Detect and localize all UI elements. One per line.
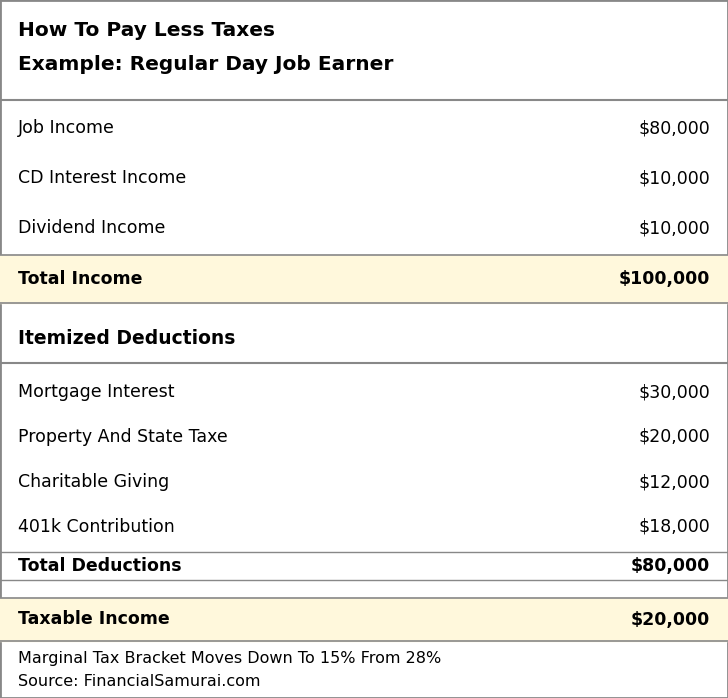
Text: Total Deductions: Total Deductions bbox=[18, 557, 181, 575]
Text: Marginal Tax Bracket Moves Down To 15% From 28%: Marginal Tax Bracket Moves Down To 15% F… bbox=[18, 651, 441, 665]
Text: $10,000: $10,000 bbox=[638, 219, 710, 237]
Text: Source: FinancialSamurai.com: Source: FinancialSamurai.com bbox=[18, 674, 261, 688]
Text: $12,000: $12,000 bbox=[638, 473, 710, 491]
Text: $30,000: $30,000 bbox=[638, 383, 710, 401]
Text: $18,000: $18,000 bbox=[638, 518, 710, 536]
Text: $80,000: $80,000 bbox=[630, 557, 710, 575]
Text: $80,000: $80,000 bbox=[638, 119, 710, 137]
Text: $20,000: $20,000 bbox=[638, 428, 710, 446]
Text: Mortgage Interest: Mortgage Interest bbox=[18, 383, 175, 401]
Text: Itemized Deductions: Itemized Deductions bbox=[18, 329, 235, 348]
Text: Charitable Giving: Charitable Giving bbox=[18, 473, 169, 491]
Text: How To Pay Less Taxes: How To Pay Less Taxes bbox=[18, 20, 275, 40]
Text: Property And State Taxe: Property And State Taxe bbox=[18, 428, 228, 446]
Text: Dividend Income: Dividend Income bbox=[18, 219, 165, 237]
Text: Example: Regular Day Job Earner: Example: Regular Day Job Earner bbox=[18, 56, 393, 75]
Text: $20,000: $20,000 bbox=[630, 611, 710, 628]
Text: CD Interest Income: CD Interest Income bbox=[18, 169, 186, 187]
Text: Total Income: Total Income bbox=[18, 270, 143, 288]
Text: Taxable Income: Taxable Income bbox=[18, 611, 170, 628]
Text: $100,000: $100,000 bbox=[619, 270, 710, 288]
Text: $10,000: $10,000 bbox=[638, 169, 710, 187]
Text: Job Income: Job Income bbox=[18, 119, 115, 137]
Text: 401k Contribution: 401k Contribution bbox=[18, 518, 175, 536]
